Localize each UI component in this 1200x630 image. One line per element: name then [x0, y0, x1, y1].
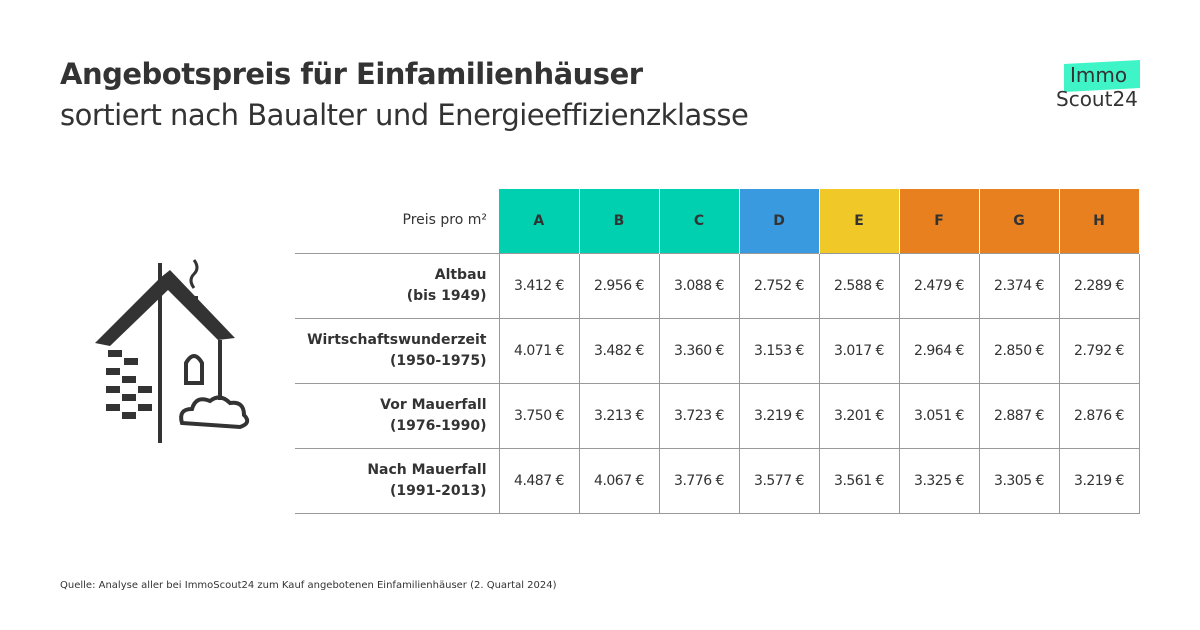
class-header-b: B: [579, 189, 660, 253]
price-cell: 3.219 €: [1058, 447, 1140, 514]
class-header-h: H: [1059, 189, 1140, 253]
row-label-main: Vor Mauerfall: [380, 396, 487, 413]
price-cell: 3.088 €: [658, 252, 740, 319]
table-row: Nach Mauerfall (1991-2013) 4.487 €4.067 €3…: [295, 447, 1140, 514]
price-cell: 3.723 €: [658, 382, 740, 449]
price-cell: 3.325 €: [898, 447, 980, 514]
table-row: Altbau (bis 1949) 3.412 €2.956 €3.088 €2.7…: [295, 252, 1140, 319]
price-cell: 2.479 €: [898, 252, 980, 319]
price-cell: 3.412 €: [498, 252, 580, 319]
class-header-c: C: [659, 189, 740, 253]
price-cell: 3.219 €: [738, 382, 820, 449]
price-cell: 3.776 €: [658, 447, 740, 514]
corner-label: Preis pro m²: [402, 212, 488, 229]
price-table: Preis pro m² A B C D E F G H Altbau (bis …: [295, 189, 1140, 514]
price-cell: 2.850 €: [978, 317, 1060, 384]
header-row: Preis pro m² A B C D E F G H: [295, 189, 1140, 253]
class-header-a: A: [499, 189, 580, 253]
page-subtitle: sortiert nach Baualter und Energieeffizi…: [60, 98, 749, 132]
table-row: Vor Mauerfall (1976-1990) 3.750 €3.213 €3.…: [295, 382, 1140, 449]
row-label: Wirtschaftswunderzeit (1950-1975): [295, 317, 499, 384]
price-cell: 3.153 €: [738, 317, 820, 384]
price-cell: 3.577 €: [738, 447, 820, 514]
price-cell: 2.289 €: [1058, 252, 1140, 319]
price-cell: 3.305 €: [978, 447, 1060, 514]
class-header-g: G: [979, 189, 1060, 253]
row-label-period: (1950-1975): [389, 352, 487, 369]
house-icon: [95, 259, 250, 443]
price-cell: 4.071 €: [498, 317, 580, 384]
price-cell: 2.588 €: [818, 252, 900, 319]
row-label-main: Altbau: [434, 266, 487, 283]
price-cell: 2.752 €: [738, 252, 820, 319]
price-cell: 2.956 €: [578, 252, 660, 319]
price-cell: 2.792 €: [1058, 317, 1140, 384]
table-row: Wirtschaftswunderzeit (1950-1975) 4.071 €3…: [295, 317, 1140, 384]
page-title: Angebotspreis für Einfamilienhäuser: [60, 57, 643, 91]
price-cell: 3.482 €: [578, 317, 660, 384]
row-label-period: (1976-1990): [389, 417, 487, 434]
price-cell: 3.017 €: [818, 317, 900, 384]
class-header-e: E: [819, 189, 900, 253]
row-label-main: Wirtschaftswunderzeit: [307, 331, 487, 348]
price-cell: 2.374 €: [978, 252, 1060, 319]
class-header-f: F: [899, 189, 980, 253]
price-cell: 3.360 €: [658, 317, 740, 384]
class-header-d: D: [739, 189, 820, 253]
price-cell: 4.487 €: [498, 447, 580, 514]
price-cell: 2.887 €: [978, 382, 1060, 449]
source-note: Quelle: Analyse aller bei ImmoScout24 zu…: [60, 580, 557, 591]
row-label: Vor Mauerfall (1976-1990): [295, 382, 499, 449]
row-label: Altbau (bis 1949): [295, 252, 499, 319]
price-cell: 2.876 €: [1058, 382, 1140, 449]
logo-line1: Immo: [1070, 63, 1128, 87]
row-label: Nach Mauerfall (1991-2013): [295, 447, 499, 514]
price-cell: 3.201 €: [818, 382, 900, 449]
logo-line2: Scout24: [1056, 87, 1138, 111]
price-cell: 3.213 €: [578, 382, 660, 449]
row-label-period: (bis 1949): [406, 287, 487, 304]
price-cell: 4.067 €: [578, 447, 660, 514]
price-cell: 2.964 €: [898, 317, 980, 384]
price-cell: 3.561 €: [818, 447, 900, 514]
row-label-period: (1991-2013): [389, 482, 487, 499]
price-cell: 3.051 €: [898, 382, 980, 449]
immoscout24-logo: Immo Scout24: [1056, 60, 1146, 112]
row-label-main: Nach Mauerfall: [367, 461, 487, 478]
price-cell: 3.750 €: [498, 382, 580, 449]
